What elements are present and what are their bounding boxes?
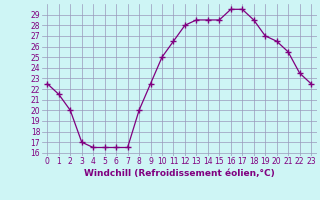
X-axis label: Windchill (Refroidissement éolien,°C): Windchill (Refroidissement éolien,°C) [84, 169, 275, 178]
